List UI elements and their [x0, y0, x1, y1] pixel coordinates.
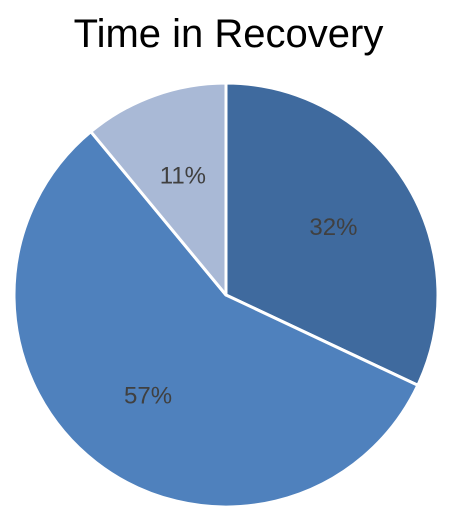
pie-slice-1	[224, 81, 440, 387]
pie-slice-3	[89, 81, 228, 297]
slice-label-3: 11%	[160, 162, 206, 189]
chart-title: Time in Recovery	[73, 12, 384, 56]
slice-label-1: 32%	[309, 214, 357, 241]
slice-label-2: 57%	[124, 383, 172, 410]
pie-slice-2	[12, 130, 420, 507]
